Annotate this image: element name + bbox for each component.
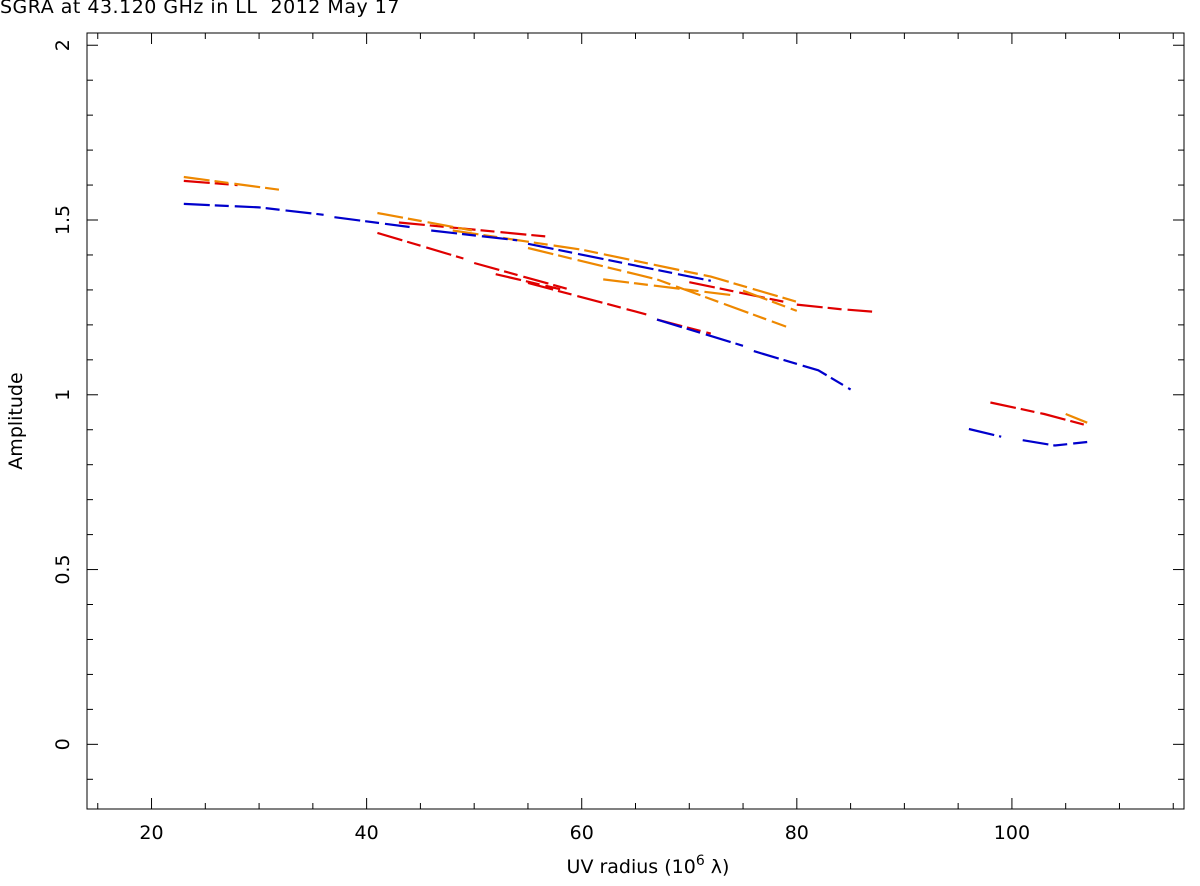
data-segment-orange	[742, 289, 798, 312]
data-segment-blue	[334, 216, 410, 229]
data-segment-red	[527, 281, 647, 316]
data-segment-blue	[968, 427, 1002, 438]
x-tick-labels: 20 40 60 80 100	[139, 822, 1030, 844]
data-segment-red	[377, 231, 464, 260]
x-axis-label-prefix: UV radius (10	[567, 856, 696, 878]
y-tick-label: 0	[52, 738, 74, 750]
y-tick-label: 0.5	[52, 554, 74, 584]
data-segment-red	[796, 303, 873, 313]
data-segment-orange	[1065, 412, 1088, 424]
data-segments	[183, 175, 1088, 447]
x-tick-label: 80	[785, 822, 809, 844]
y-tick-labels: 0 0.5 1 1.5 2	[52, 39, 74, 750]
x-axis-label-suffix: λ)	[705, 856, 730, 878]
data-segment-red	[398, 221, 550, 238]
y-tick-label: 1.5	[52, 205, 74, 235]
x-tick-label: 60	[570, 822, 594, 844]
x-tick-label: 100	[994, 822, 1030, 844]
x-tick-label: 20	[139, 822, 163, 844]
data-segment-blue	[1022, 439, 1088, 447]
data-segment-blue	[656, 318, 744, 347]
chart-title: SGRA at 43.120 GHz in LL 2012 May 17	[0, 0, 400, 18]
data-segment-red	[689, 281, 787, 304]
data-segment-orange	[603, 278, 733, 297]
data-segment-blue	[183, 202, 324, 216]
x-axis-label: UV radius (106 λ)	[567, 853, 730, 878]
data-segment-orange	[183, 175, 281, 191]
data-segment-red	[495, 273, 561, 291]
data-segment-orange	[527, 246, 787, 328]
plot-frame	[86, 32, 1185, 810]
data-segment-red	[473, 261, 572, 291]
data-segment-blue	[753, 350, 852, 391]
axis-ticks	[87, 33, 1184, 809]
y-tick-label: 2	[52, 39, 74, 51]
data-segment-red	[990, 401, 1088, 427]
data-segment-red	[183, 179, 238, 187]
data-segment-orange	[377, 211, 475, 232]
y-tick-label: 1	[52, 389, 74, 401]
x-tick-label: 40	[355, 822, 379, 844]
y-axis-label: Amplitude	[5, 372, 27, 469]
x-axis-label-sup: 6	[696, 853, 705, 869]
data-segment-blue	[527, 242, 712, 282]
data-segment-blue	[431, 229, 518, 242]
